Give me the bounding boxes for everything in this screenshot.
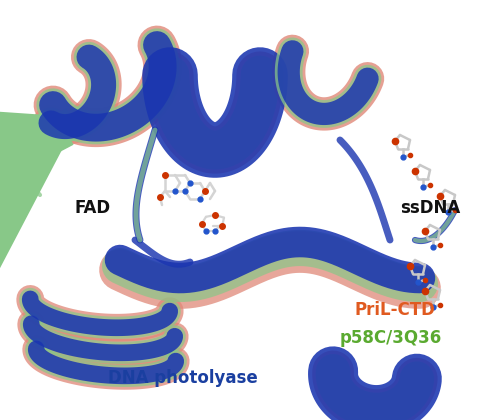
Text: DNA photolyase: DNA photolyase [108, 369, 258, 387]
Text: PriL-CTD: PriL-CTD [355, 301, 436, 319]
Text: ssDNA: ssDNA [400, 199, 460, 217]
Text: p58C/3Q36: p58C/3Q36 [340, 329, 442, 347]
Text: FAD: FAD [75, 199, 111, 217]
